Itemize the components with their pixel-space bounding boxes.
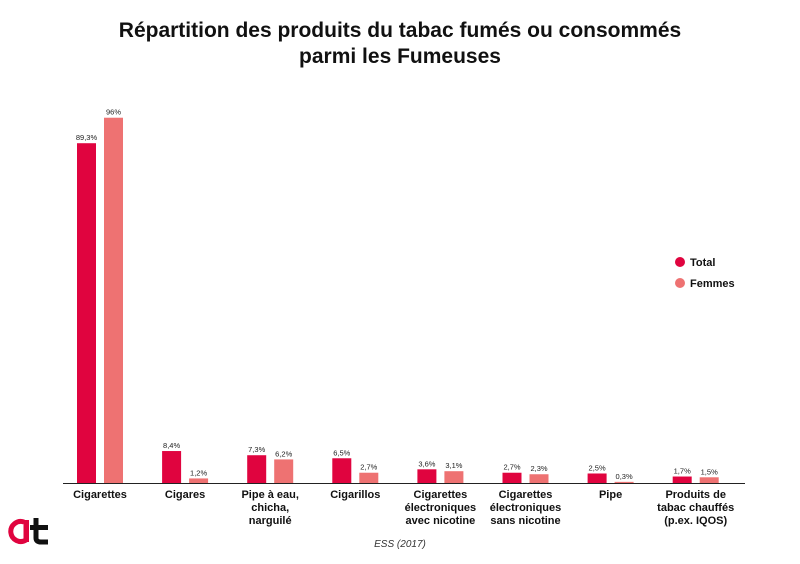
bar-total-2	[162, 451, 182, 483]
legend-label-femmes: Femmes	[690, 278, 735, 290]
value-label-femmes-5: 3,1%	[445, 461, 462, 470]
legend: Total Femmes	[675, 257, 735, 290]
value-label-femmes-3: 6,2%	[275, 449, 292, 458]
value-label-femmes-1: 96%	[106, 108, 121, 117]
at-logo-icon	[8, 518, 48, 545]
category-label-8: Produits de tabac chauffés (p.ex. IQOS)	[657, 489, 734, 527]
value-label-total-3: 7,3%	[248, 445, 265, 454]
chart-title-line-1: Répartition des produits du tabac fumés …	[118, 19, 682, 42]
category-label-3: Pipe à eau, chicha, narguilé	[241, 489, 298, 527]
value-label-total-4: 6,5%	[333, 448, 350, 457]
bar-total-4	[332, 458, 352, 483]
bar-total-1	[77, 143, 96, 483]
value-label-femmes-7: 0,3%	[616, 472, 633, 481]
category-label-6: Cigarettes électroniques sans nicotine	[490, 489, 562, 527]
value-label-total-2: 8,4%	[163, 441, 180, 450]
source-note: ESS (2017)	[374, 539, 426, 550]
value-label-femmes-6: 2,3%	[530, 464, 547, 473]
bar-femmes-3	[274, 459, 294, 483]
bar-femmes-1	[104, 117, 123, 483]
bar-femmes-7	[614, 481, 634, 483]
category-label-4: Cigarillos	[330, 489, 380, 501]
category-label-1: Cigarettes	[73, 489, 127, 501]
chart-title: Répartition des produits du tabac fumés …	[0, 18, 800, 70]
legend-marker-total	[675, 257, 685, 267]
bar-femmes-6	[529, 474, 549, 483]
bar-femmes-5	[444, 471, 464, 483]
bar-femmes-8	[699, 477, 719, 483]
value-label-total-7: 2,5%	[589, 463, 606, 472]
bar-total-7	[587, 473, 607, 483]
value-label-total-8: 1,7%	[674, 467, 691, 476]
legend-label-total: Total	[690, 257, 715, 269]
legend-marker-femmes	[675, 278, 685, 288]
category-label-7: Pipe	[599, 489, 622, 501]
bar-total-8	[672, 476, 692, 483]
bar-femmes-4	[359, 472, 379, 483]
category-label-2: Cigares	[165, 489, 205, 501]
value-label-femmes-2: 1,2%	[190, 468, 207, 477]
value-label-femmes-8: 1,5%	[701, 467, 718, 476]
value-label-total-1: 89,3%	[76, 133, 98, 142]
value-label-femmes-4: 2,7%	[360, 463, 377, 472]
category-label-5: Cigarettes électroniques avec nicotine	[405, 489, 477, 527]
value-label-total-6: 2,7%	[503, 463, 520, 472]
bar-total-6	[502, 472, 522, 483]
bar-total-5	[417, 469, 437, 483]
bar-total-3	[247, 455, 267, 483]
bar-femmes-2	[189, 478, 209, 483]
value-label-total-5: 3,6%	[418, 459, 435, 468]
chart-title-line-2: parmi les Fumeuses	[299, 45, 501, 68]
